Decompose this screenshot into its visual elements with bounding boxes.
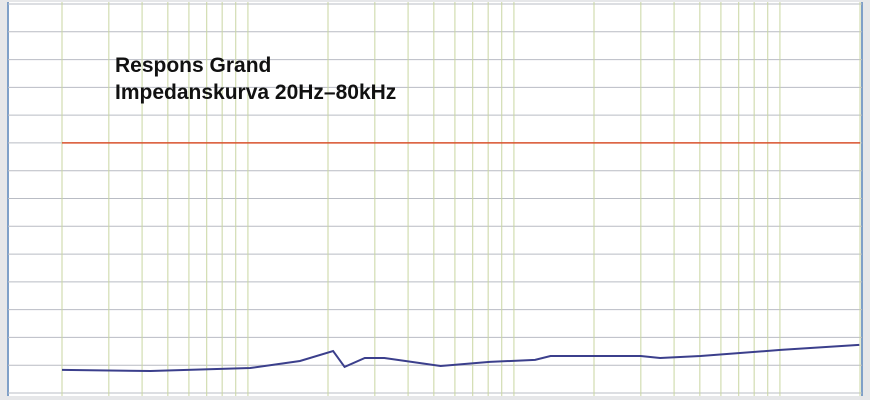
chart-title: Respons Grand bbox=[115, 54, 271, 77]
grid bbox=[8, 2, 862, 396]
marks bbox=[61, 142, 860, 373]
series-line bbox=[61, 343, 860, 373]
chart-subtitle: Impedanskurva 20Hz–80kHz bbox=[115, 81, 396, 104]
